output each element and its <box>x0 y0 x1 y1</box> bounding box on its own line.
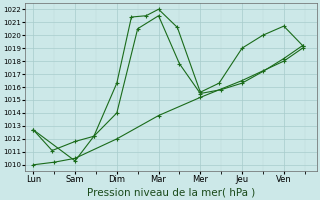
X-axis label: Pression niveau de la mer( hPa ): Pression niveau de la mer( hPa ) <box>87 187 255 197</box>
